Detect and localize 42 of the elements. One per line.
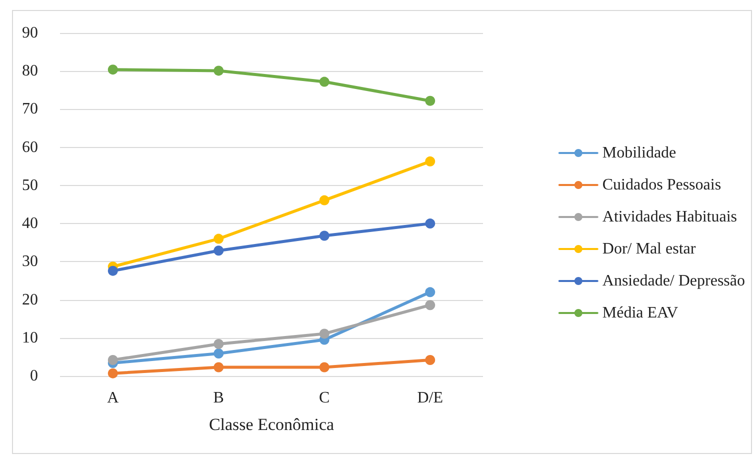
x-tick-label: B — [213, 390, 224, 406]
legend-label: Média EAV — [602, 304, 679, 322]
point — [214, 234, 224, 244]
x-axis-title: Classe Econômica — [208, 415, 334, 434]
point — [425, 96, 436, 106]
point — [319, 76, 330, 87]
point — [108, 64, 118, 75]
x-tick-label: C — [319, 390, 330, 406]
y-tick-label: 20 — [22, 291, 38, 308]
y-tick-label: 30 — [22, 253, 38, 270]
point — [319, 230, 330, 241]
point — [214, 338, 224, 349]
y-tick-label: 70 — [22, 100, 38, 118]
point — [108, 266, 118, 276]
x-tick-label: A — [107, 390, 120, 406]
point — [425, 354, 436, 365]
point — [425, 287, 436, 298]
point — [425, 218, 436, 229]
y-tick-label: 0 — [30, 368, 38, 384]
legend-label: Ansiedade/ Depressão — [602, 272, 746, 290]
legend-label: Dor/ Mal estar — [602, 240, 696, 258]
point — [319, 328, 330, 339]
y-tick-label: 10 — [22, 329, 38, 346]
point — [319, 195, 330, 206]
point — [214, 362, 224, 372]
point — [319, 362, 330, 372]
point — [214, 66, 224, 76]
point — [108, 354, 118, 365]
point — [425, 156, 436, 166]
y-tick-label: 80 — [22, 62, 38, 80]
y-tick-label: 90 — [22, 24, 38, 42]
point — [108, 368, 118, 378]
y-tick-label: 50 — [22, 176, 38, 194]
point — [214, 348, 224, 359]
y-tick-label: 40 — [22, 215, 38, 232]
legend-label: Atividades Habituais — [602, 208, 738, 226]
legend-label: Mobilidade — [602, 144, 676, 162]
point — [214, 246, 224, 256]
x-tick-label: D/E — [417, 390, 444, 406]
point — [425, 300, 436, 310]
legend-label: Cuidados Pessoais — [602, 176, 722, 194]
y-tick-label: 60 — [22, 138, 38, 156]
